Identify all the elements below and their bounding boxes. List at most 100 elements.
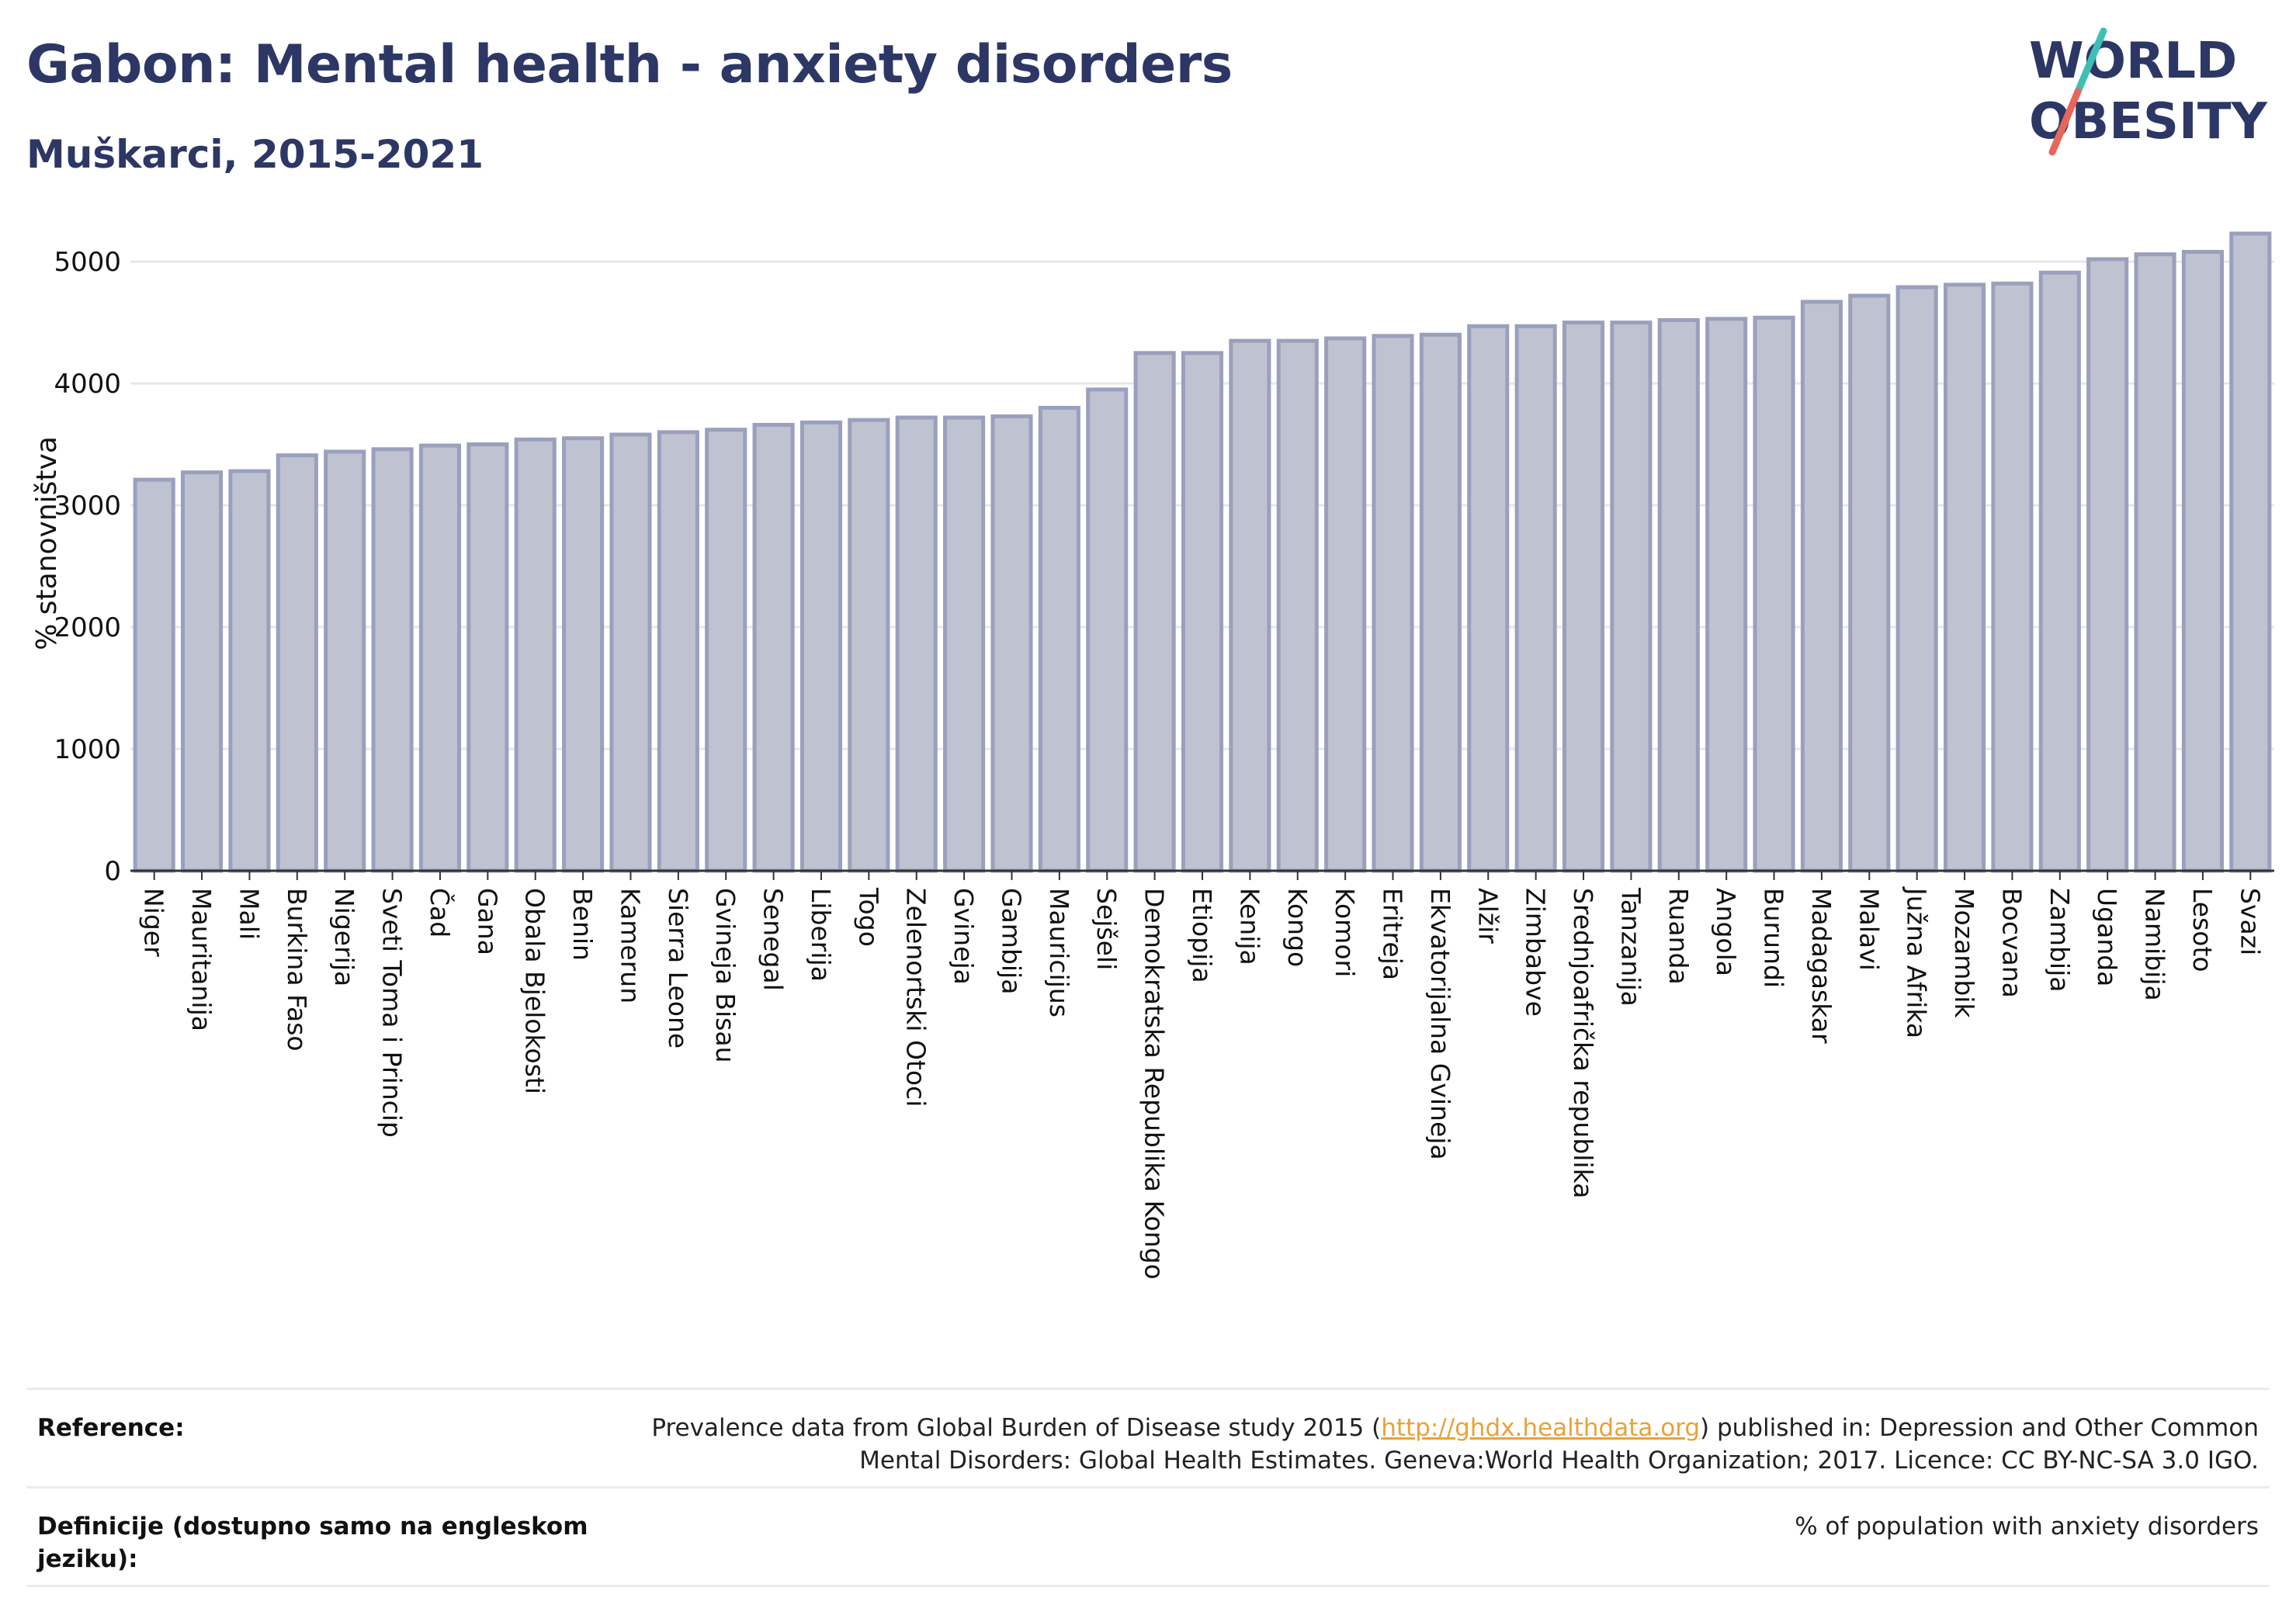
x-tick-label: Zimbabve bbox=[1521, 888, 1551, 1017]
y-tick-label: 4000 bbox=[54, 369, 121, 400]
bar bbox=[418, 443, 462, 873]
x-tick-label: Kenija bbox=[1234, 888, 1264, 965]
bar bbox=[2134, 252, 2176, 873]
x-tick-label: Gvineja Bisau bbox=[710, 888, 740, 1063]
x-tick-label: Komori bbox=[1330, 888, 1360, 977]
page-title: Gabon: Mental health - anxiety disorders bbox=[26, 34, 1233, 95]
x-tick-label: Tanzanija bbox=[1615, 887, 1646, 1007]
logo-slash-top bbox=[2074, 27, 2107, 95]
reference-text: Prevalence data from Global Burden of Di… bbox=[629, 1412, 2259, 1477]
bar bbox=[1467, 324, 1510, 873]
bar bbox=[1800, 300, 1843, 873]
x-tick-label: Eritreja bbox=[1378, 888, 1408, 980]
bar bbox=[1324, 336, 1367, 873]
x-tick-label: Južna Afrika bbox=[1902, 886, 1932, 1038]
x-tick-label: Demokratska Republika Kongo bbox=[1139, 888, 1170, 1280]
x-tick-label: Kongo bbox=[1282, 888, 1313, 967]
bar bbox=[181, 470, 224, 873]
bar bbox=[848, 418, 890, 873]
x-tick-label: Alžir bbox=[1472, 888, 1503, 944]
y-axis-label: % stanovništva bbox=[31, 436, 63, 650]
x-tick-label: Namibija bbox=[2140, 888, 2170, 1001]
x-tick-label: Gana bbox=[472, 888, 502, 955]
x-tick-label: Burkina Faso bbox=[282, 888, 312, 1052]
x-tick-label: Malavi bbox=[1854, 888, 1884, 971]
definition-row: Definicije (dostupno samo na engleskom j… bbox=[26, 1486, 2270, 1587]
x-tick-label: Bocvana bbox=[1996, 888, 2027, 998]
x-tick-label: Mozambik bbox=[1949, 888, 1979, 1018]
x-tick-label: Mali bbox=[234, 888, 264, 940]
bar bbox=[1086, 387, 1129, 873]
x-tick-label: Nigerija bbox=[329, 888, 359, 986]
x-tick-label: Zelenortski Otoci bbox=[901, 888, 931, 1107]
bar bbox=[514, 437, 557, 873]
x-tick-label: Sejšeli bbox=[1091, 888, 1122, 970]
footer: Reference: Prevalence data from Global B… bbox=[26, 1388, 2270, 1587]
x-tick-label: Lesoto bbox=[2187, 888, 2218, 972]
bar bbox=[1943, 282, 1986, 873]
bar bbox=[466, 442, 509, 873]
x-tick-label: Ruanda bbox=[1663, 888, 1694, 985]
bar bbox=[1753, 315, 1795, 873]
x-tick-label: Mauritanija bbox=[186, 888, 217, 1031]
x-tick-label: Benin bbox=[567, 888, 598, 961]
x-tick-label: Niger bbox=[139, 888, 169, 957]
bar bbox=[1514, 324, 1557, 873]
x-tick-label: Liberija bbox=[806, 888, 836, 982]
reference-row: Reference: Prevalence data from Global B… bbox=[26, 1388, 2270, 1486]
x-tick-label: Uganda bbox=[2092, 888, 2122, 986]
bar bbox=[609, 432, 652, 873]
x-tick-label: Ekvatorijalna Gvineja bbox=[1425, 888, 1455, 1160]
definition-label: Definicije (dostupno samo na engleskom j… bbox=[37, 1513, 588, 1573]
bar bbox=[562, 436, 605, 873]
x-tick-label: Svazi bbox=[2235, 888, 2265, 955]
bar bbox=[2086, 257, 2129, 873]
logo-slash-bottom bbox=[2048, 88, 2082, 156]
x-tick-label: Madagaskar bbox=[1806, 888, 1836, 1044]
x-tick-label: Angola bbox=[1711, 888, 1741, 976]
x-tick-labels: Niger Mauritanija Mali Burkina Faso Nigerija… bbox=[139, 871, 2265, 1280]
y-tick-labels: 0 1000 2000 3000 4000 5000 bbox=[54, 247, 121, 887]
logo-line1: WORLD bbox=[2029, 33, 2237, 90]
x-tick-label: Burundi bbox=[1759, 888, 1789, 988]
x-tick-label: Sierra Leone bbox=[663, 888, 693, 1048]
x-tick-label: Gambija bbox=[996, 888, 1026, 994]
y-tick-label: 0 bbox=[104, 856, 121, 887]
x-tick-label: Obala Bjelokosti bbox=[520, 888, 550, 1094]
bar bbox=[2229, 231, 2272, 873]
bar bbox=[1276, 338, 1319, 873]
bar bbox=[1991, 281, 2034, 873]
bar bbox=[133, 477, 175, 873]
bar bbox=[895, 415, 938, 873]
bar bbox=[371, 447, 414, 873]
reference-link[interactable]: http://ghdx.healthdata.org bbox=[1381, 1414, 1701, 1442]
y-tick-label: 2000 bbox=[54, 612, 121, 643]
bar bbox=[943, 415, 986, 873]
bar bbox=[1133, 351, 1176, 873]
x-tick-label: Kamerun bbox=[615, 888, 645, 1003]
definition-text: % of population with anxiety disorders bbox=[1795, 1513, 2259, 1541]
bar bbox=[1229, 338, 1271, 873]
bar bbox=[276, 453, 318, 873]
bar bbox=[1705, 317, 1748, 873]
bar bbox=[990, 414, 1033, 873]
bar bbox=[1038, 405, 1080, 873]
x-tick-label: Sveti Toma i Princip bbox=[377, 888, 408, 1138]
bar bbox=[1610, 321, 1653, 873]
bars bbox=[133, 231, 2272, 873]
bar bbox=[228, 469, 271, 873]
y-tick-label: 1000 bbox=[54, 734, 121, 765]
bar bbox=[2038, 270, 2081, 873]
bar-chart: 0 1000 2000 3000 4000 5000 Niger Mauritanija Ma… bbox=[31, 231, 2274, 1280]
x-tick-label: Čad bbox=[425, 888, 456, 938]
bar bbox=[705, 428, 747, 873]
bar bbox=[657, 430, 699, 873]
bar bbox=[324, 449, 366, 873]
y-tick-label: 3000 bbox=[54, 490, 121, 522]
world-obesity-logo: WORLD OBESITY bbox=[2029, 27, 2267, 156]
x-tick-label: Zambija bbox=[2045, 888, 2075, 992]
x-tick-label: Etiopija bbox=[1187, 888, 1217, 983]
reference-text-post: ) published in: Depression and Other Com… bbox=[1700, 1414, 2259, 1442]
bar bbox=[1895, 285, 1938, 873]
bar bbox=[1419, 332, 1462, 873]
